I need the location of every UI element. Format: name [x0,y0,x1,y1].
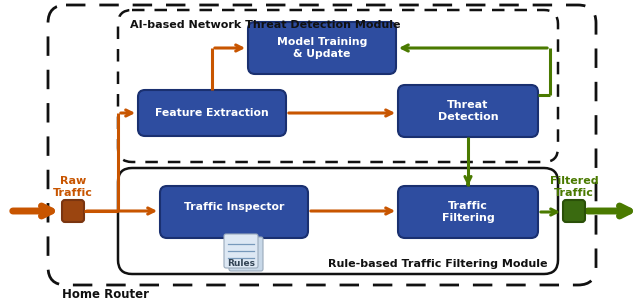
FancyBboxPatch shape [248,22,396,74]
Text: Threat
Detection: Threat Detection [438,100,499,122]
Text: Traffic
Filtering: Traffic Filtering [442,201,494,223]
Text: Filtered
Traffic: Filtered Traffic [550,176,598,198]
Text: Traffic Inspector: Traffic Inspector [184,202,284,212]
FancyBboxPatch shape [398,186,538,238]
Text: Home Router: Home Router [62,288,149,301]
Text: Rule-based Traffic Filtering Module: Rule-based Traffic Filtering Module [328,259,548,269]
FancyBboxPatch shape [229,237,263,271]
Text: Model Training
& Update: Model Training & Update [277,37,367,59]
Text: Rules: Rules [227,259,255,268]
FancyBboxPatch shape [160,186,308,238]
FancyBboxPatch shape [398,85,538,137]
FancyBboxPatch shape [563,200,585,222]
FancyBboxPatch shape [62,200,84,222]
FancyBboxPatch shape [224,234,258,268]
Text: AI-based Network Threat Detection Module: AI-based Network Threat Detection Module [130,20,401,30]
Text: Feature Extraction: Feature Extraction [155,108,269,118]
Text: Raw
Traffic: Raw Traffic [53,176,93,198]
FancyBboxPatch shape [138,90,286,136]
